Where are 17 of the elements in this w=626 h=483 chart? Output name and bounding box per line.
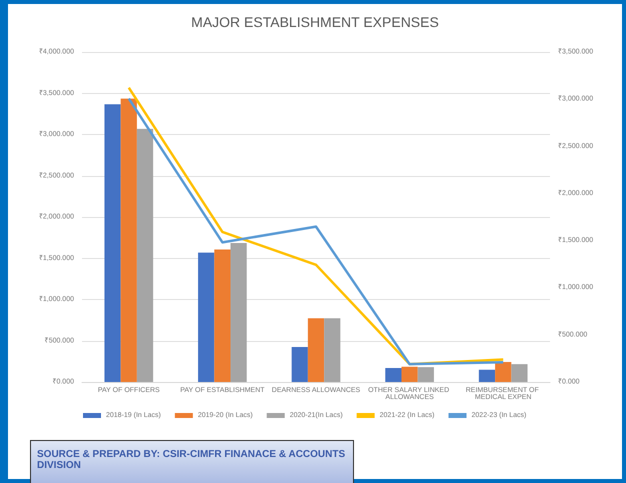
bar bbox=[495, 362, 512, 382]
bar bbox=[120, 98, 137, 382]
bar bbox=[401, 366, 418, 382]
bar bbox=[324, 318, 340, 382]
chart-title: MAJOR ESTABLISHMENT EXPENSES bbox=[191, 14, 439, 30]
bar bbox=[292, 347, 308, 382]
bar bbox=[214, 250, 231, 382]
bar bbox=[104, 104, 121, 382]
bar bbox=[511, 364, 528, 382]
bar bbox=[230, 242, 247, 382]
bar bbox=[418, 367, 434, 382]
bar bbox=[478, 370, 496, 382]
bar bbox=[136, 128, 154, 382]
bar bbox=[198, 252, 214, 382]
bar bbox=[385, 368, 402, 382]
bar bbox=[308, 318, 324, 382]
source-note: SOURCE & PREPARD BY: CSIR-CIMFR FINANACE & ACCOUNTS DIVISION bbox=[30, 440, 354, 483]
